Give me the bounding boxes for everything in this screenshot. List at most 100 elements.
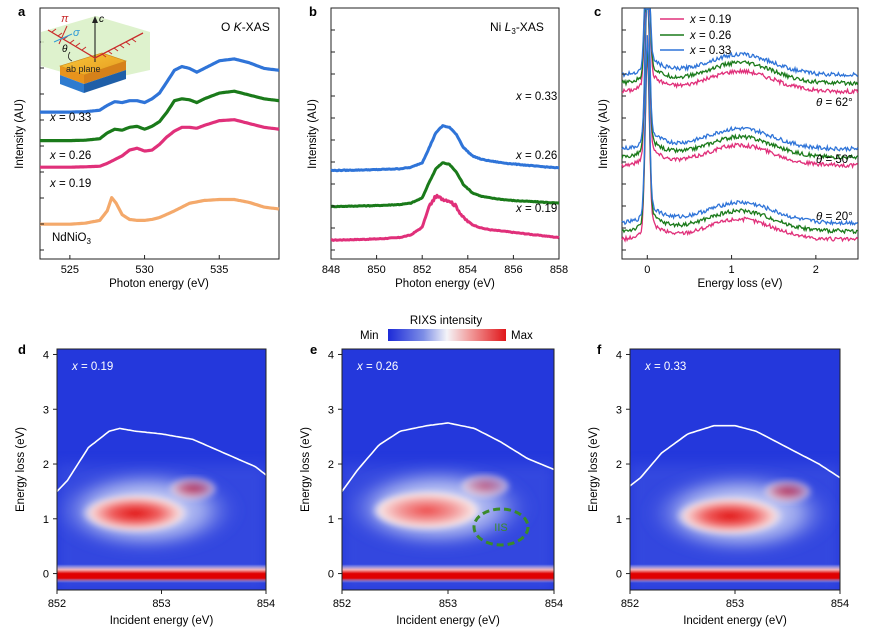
- inset-substrate-side: [84, 70, 126, 93]
- panel-c-line-theta-50-s0: [621, 8, 858, 170]
- panel-f-dd-tail: [762, 479, 813, 504]
- panel-c-line-theta-50-s2: [621, 8, 859, 153]
- panel-a-line-ndnio3: [39, 196, 280, 226]
- panel-a-frame: [39, 7, 280, 260]
- panel-b-xtick-label-856: 856: [504, 264, 522, 276]
- panel-letter-d: d: [18, 342, 26, 357]
- legend-label-x026: x = 0.26: [689, 30, 731, 42]
- panel-e-elastic-line: [342, 564, 554, 583]
- panel-a-label-x026: x = 0.26: [49, 150, 91, 162]
- panel-d-ylabel: Energy loss (eV): [15, 427, 27, 512]
- panel-b-title: Ni L3-XAS: [490, 20, 544, 36]
- panel-c-line-theta-62-s0: [621, 8, 859, 95]
- panel-c-xtick-label-1: 1: [729, 264, 735, 276]
- panel-e-ytick-label-0: 0: [328, 569, 334, 581]
- geometry-inset: ab plane c π σ θ: [41, 13, 150, 93]
- panel-d-xas-overlay: [57, 427, 266, 492]
- panel-f-heatmap: x = 0.33 852 853 854 0 1 2 3 4 Incident energy (e…: [588, 348, 849, 627]
- panel-c-line-theta-62-s2: [621, 8, 859, 78]
- panel-e-ytick-label-1: 1: [328, 514, 334, 526]
- colorbar: RIXS intensity Min Max: [360, 315, 533, 342]
- panel-c-line-theta-20-s1: [621, 43, 858, 235]
- panel-a-xtick-label-525: 525: [61, 264, 79, 276]
- panel-d-ytick-label-4: 4: [43, 349, 49, 361]
- panel-letter-f: f: [597, 342, 602, 357]
- panel-b-line-x-0-19: [330, 193, 560, 242]
- panel-e-ylabel: Energy loss (eV): [300, 427, 312, 512]
- inset-pi-arrow: [58, 25, 68, 45]
- inset-beam-oscillation: [51, 28, 137, 58]
- panel-b-xtick-label-848: 848: [322, 264, 340, 276]
- inset-c-arrow: [92, 16, 98, 23]
- panel-f-elastic-line: [630, 564, 840, 583]
- panel-a-line-x-0-26: [39, 89, 280, 143]
- panel-e-xtick-label-852: 852: [333, 598, 351, 610]
- inset-theta-arc: [68, 51, 73, 62]
- inset-sigma-label: σ: [73, 27, 80, 39]
- panel-d-ytick-label-2: 2: [43, 459, 49, 471]
- panel-f-xlabel: Incident energy (eV): [683, 615, 787, 627]
- panel-letter-a: a: [18, 4, 26, 19]
- inset-theta-label: θ: [62, 44, 68, 55]
- inset-beam-path: [47, 29, 144, 59]
- panel-b-ylabel: Intensity (AU): [307, 99, 319, 169]
- panel-b-label-x019: x = 0.19: [515, 203, 557, 215]
- panel-d-xtick-label-854: 854: [257, 598, 275, 610]
- panel-c-xtick-label-2: 2: [813, 264, 819, 276]
- colorbar-min-label: Min: [360, 330, 379, 342]
- inset-sigma-arrow: [53, 33, 73, 43]
- panel-c-xtick-label-0: 0: [644, 264, 650, 276]
- colorbar-max-label: Max: [511, 330, 533, 342]
- panel-e-composition-label: x = 0.26: [356, 361, 398, 373]
- panel-e-xtick-label-854: 854: [545, 598, 563, 610]
- panel-c-line-theta-20-s2: [621, 35, 859, 227]
- panel-a-label-x033: x = 0.33: [49, 112, 91, 124]
- panel-c-line-theta-50-s1: [621, 8, 859, 161]
- panel-b-xtick-label-852: 852: [413, 264, 431, 276]
- panel-f-ytick-label-0: 0: [616, 569, 622, 581]
- inset-sample-side: [84, 61, 126, 84]
- panel-b-label-x033: x = 0.33: [515, 91, 557, 103]
- panel-b-xtick-label-858: 858: [550, 264, 568, 276]
- panel-e-ytick-label-3: 3: [328, 404, 334, 416]
- panel-c-line-theta-20-s0: [621, 51, 859, 243]
- panel-b-xtick-label-850: 850: [367, 264, 385, 276]
- panel-f-ytick-label-2: 2: [616, 459, 622, 471]
- panel-e-dd-tail: [459, 473, 511, 498]
- angle-label-50: θ = 50°: [816, 154, 853, 166]
- panel-a-xtick-label-530: 530: [135, 264, 153, 276]
- panel-b-ni-l3-xas: 848 850 852 854 856 858 Photon energy (eV) In…: [307, 7, 568, 290]
- panel-d-xtick-label-853: 853: [152, 598, 170, 610]
- panel-a-xtick-label-535: 535: [210, 264, 228, 276]
- panel-letter-c: c: [594, 4, 601, 19]
- panel-d-dd-tail: [167, 476, 218, 501]
- panel-letter-b: b: [309, 4, 317, 19]
- panel-c-line-theta-62-s1: [621, 8, 859, 87]
- panel-e-ytick-label-2: 2: [328, 459, 334, 471]
- panel-f-composition-label: x = 0.33: [644, 361, 686, 373]
- panel-f-ytick-label-1: 1: [616, 514, 622, 526]
- panel-e-xlabel: Incident energy (eV): [396, 615, 500, 627]
- panel-a-label-ndnio3: NdNiO3: [52, 232, 92, 246]
- panel-f-ytick-label-3: 3: [616, 404, 622, 416]
- panel-a-xlabel: Photon energy (eV): [109, 278, 209, 290]
- panel-e-xtick-label-853: 853: [439, 598, 457, 610]
- panel-e-heatmap: IIS x = 0.26 852 853 854 0 1 2 3 4 Incident energy…: [300, 348, 563, 627]
- panel-e-ytick-label-4: 4: [328, 349, 334, 361]
- legend-label-x033: x = 0.33: [689, 45, 731, 57]
- panel-d-ytick-label-3: 3: [43, 404, 49, 416]
- panel-c-ylabel: Intensity (AU): [598, 99, 610, 169]
- panel-c-frame: [621, 7, 859, 260]
- panel-a-line-x-0-19: [39, 118, 280, 169]
- panel-d-elastic-line: [57, 564, 266, 583]
- angle-label-20: θ = 20°: [816, 211, 853, 223]
- panel-f-ylabel: Energy loss (eV): [588, 427, 600, 512]
- panel-d-ytick-label-1: 1: [43, 514, 49, 526]
- panel-b-xlabel: Photon energy (eV): [395, 278, 495, 290]
- panel-d-xtick-label-852: 852: [48, 598, 66, 610]
- panel-b-frame: [330, 7, 560, 260]
- inset-pi-label: π: [61, 13, 69, 25]
- panel-d-dd-excitation: [81, 494, 190, 533]
- panel-e-iis-circle: [472, 507, 530, 547]
